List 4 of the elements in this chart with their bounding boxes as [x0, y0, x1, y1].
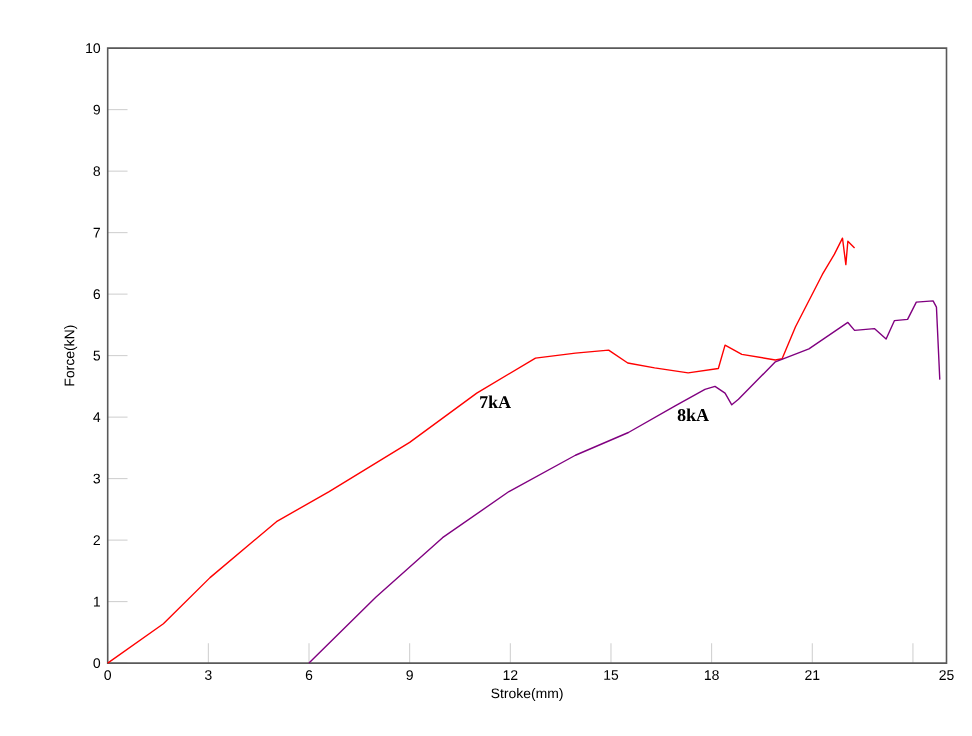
line-series [106, 237, 856, 664]
series-label: 7kA [480, 395, 511, 408]
line-series [308, 299, 941, 664]
series-label: 8kA [677, 408, 709, 421]
